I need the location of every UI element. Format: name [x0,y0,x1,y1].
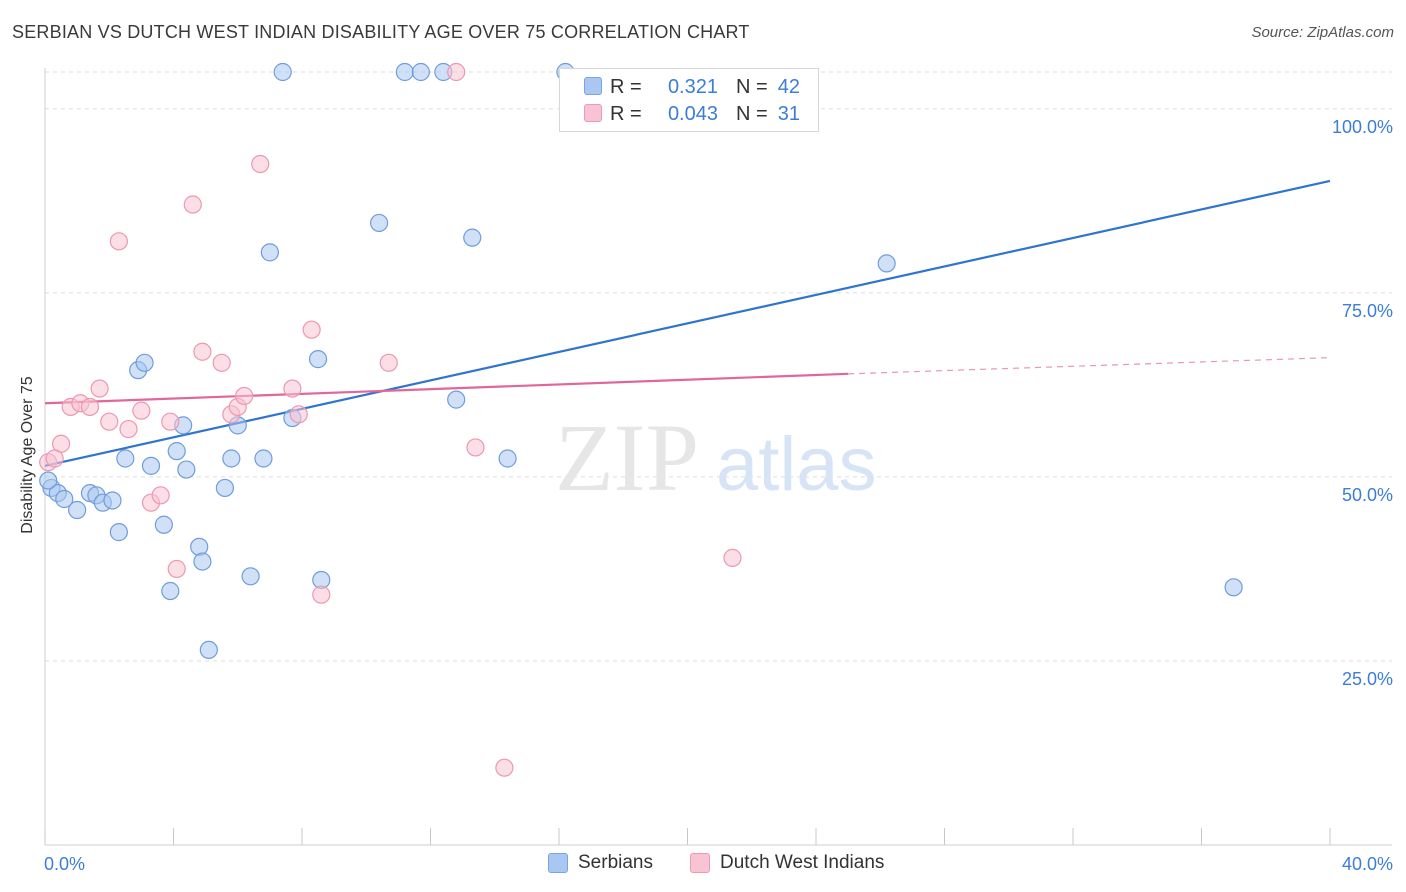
point-serbians [273,62,292,82]
point-dutch-west-indians [90,379,109,398]
point-dutch-west-indians [723,548,742,567]
legend-n-value: 31 [777,102,800,125]
point-serbians [154,515,173,534]
point-dutch-west-indians [251,154,270,174]
stats-legend: R = 0.321 N = 42 R = 0.043 N = 31 [559,68,819,132]
point-dutch-west-indians [302,320,321,339]
x-tick-label: 40.0% [1342,854,1393,874]
legend-r-label: R = [610,102,642,125]
point-serbians [215,478,234,498]
trend-line-serbians [44,179,1331,467]
point-serbians [177,460,196,479]
point-serbians [39,471,58,490]
point-dutch-west-indians [132,401,151,420]
point-dutch-west-indians [379,353,398,372]
y-tick-label: 75.0% [1342,301,1393,321]
point-dutch-west-indians [312,585,331,604]
point-serbians [260,243,279,262]
point-dutch-west-indians [80,397,100,417]
point-dutch-west-indians [495,758,514,777]
x-tick-label: 0.0% [44,854,85,874]
point-dutch-west-indians [119,419,138,439]
point-serbians [190,537,209,556]
series-legend: Serbians Dutch West Indians [0,852,1406,878]
point-dutch-west-indians [45,449,64,468]
point-serbians [877,254,896,273]
point-serbians [55,489,74,509]
point-serbians [199,640,218,660]
legend-r-value: 0.321 [667,75,718,98]
point-serbians [1224,578,1243,597]
legend-n-value: 42 [777,75,800,98]
point-serbians [308,350,328,369]
watermark-atlas: atlas [716,422,877,507]
legend-swatch-dutch-west-indians [584,104,602,122]
trend-line-extension-dutch-west-indians [848,357,1331,375]
point-serbians [498,449,517,468]
point-serbians [68,500,87,520]
y-tick-label: 100.0% [1332,117,1393,137]
legend-row-serbians: R = 0.321 N = 42 [584,75,800,99]
point-serbians [463,228,482,247]
point-serbians [141,456,161,475]
legend-item-serbians[interactable]: Serbians [548,852,653,874]
legend-n-label: N = [736,102,768,125]
legend-r-value: 0.043 [667,102,718,125]
trend-lines [44,179,1331,467]
point-dutch-west-indians [466,438,485,457]
legend-item-dutch-west-indians[interactable]: Dutch West Indians [690,852,884,874]
y-axis-label: Disability Age Over 75 [19,376,36,534]
point-dutch-west-indians [235,386,254,406]
point-dutch-west-indians [212,353,231,372]
point-dutch-west-indians [109,232,128,251]
point-dutch-west-indians [289,405,308,424]
chart-title: SERBIAN VS DUTCH WEST INDIAN DISABILITY … [12,22,750,42]
legend-label-dutch-west-indians: Dutch West Indians [720,852,885,873]
point-serbians [395,62,414,82]
point-dutch-west-indians [183,195,202,214]
point-serbians [241,567,260,586]
point-serbians [161,581,180,601]
watermark-zip: ZIP [555,404,699,511]
point-dutch-west-indians [100,412,119,431]
y-tick-label: 25.0% [1342,669,1393,689]
data-points [39,62,1243,777]
tick-labels: 25.0% 50.0% 75.0% 100.0% 0.0% 40.0% [44,117,1393,874]
point-dutch-west-indians [161,412,180,431]
legend-label-serbians: Serbians [578,852,653,873]
point-dutch-west-indians [283,379,302,398]
legend-row-dutch-west-indians: R = 0.043 N = 31 [584,102,800,126]
legend-swatch-serbians [548,853,568,873]
point-dutch-west-indians [193,342,212,361]
legend-swatch-dutch-west-indians [690,853,710,873]
legend-swatch-serbians [584,77,602,95]
point-serbians [116,449,135,468]
point-dutch-west-indians [151,486,170,505]
trend-line-dutch-west-indians [44,372,849,405]
point-serbians [103,491,122,510]
point-serbians [167,442,186,461]
watermark: ZIP atlas [555,404,877,511]
point-serbians [109,523,128,542]
legend-n-label: N = [736,75,768,98]
point-serbians [254,449,273,468]
legend-r-label: R = [610,75,642,98]
point-serbians [193,552,212,571]
point-serbians [370,213,389,233]
point-serbians [222,449,241,468]
point-serbians [447,390,466,409]
y-tick-label: 50.0% [1342,485,1393,505]
point-serbians [135,353,154,372]
source-label: Source: ZipAtlas.com [1251,24,1394,41]
point-serbians [411,62,430,82]
point-dutch-west-indians [447,62,466,82]
point-dutch-west-indians [167,559,186,579]
